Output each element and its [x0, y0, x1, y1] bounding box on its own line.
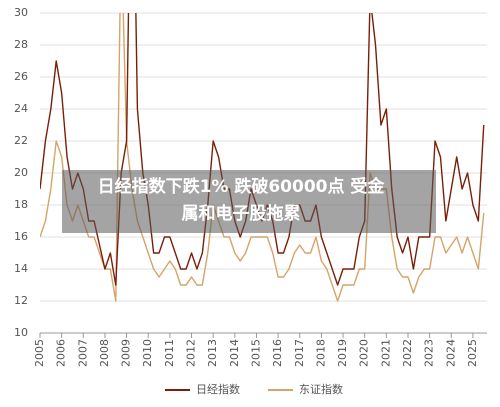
x-tick-label: 2006	[55, 339, 68, 367]
x-tick-label: 2025	[466, 339, 479, 367]
x-tick-label: 2013	[206, 339, 219, 367]
y-tick-label: 24	[14, 102, 28, 115]
x-tick-label: 2007	[76, 339, 89, 367]
line-series	[40, 13, 485, 286]
chart-title: 日经指数下跌1% 跌破60000点 受金	[98, 176, 386, 197]
legend: 日经指数 东证指数	[165, 382, 343, 396]
x-tick-label: 2005	[33, 339, 46, 367]
x-tick-label: 2014	[228, 339, 241, 367]
x-tick-label: 2018	[314, 339, 327, 367]
y-tick-label: 20	[14, 166, 28, 179]
x-tick-label: 2017	[293, 339, 306, 367]
y-tick-label: 12	[14, 294, 28, 307]
y-tick-label: 22	[14, 134, 28, 147]
legend-label: 日经指数	[196, 382, 240, 396]
legend-label: 东证指数	[299, 382, 343, 396]
x-tick-label: 2012	[185, 339, 198, 367]
y-tick-label: 14	[14, 262, 28, 275]
y-tick-label: 18	[14, 198, 28, 211]
x-tick-label: 2019	[336, 339, 349, 367]
x-tick-label: 2009	[120, 339, 133, 367]
x-tick-label: 2010	[141, 339, 154, 367]
y-tick-label: 10	[14, 326, 28, 339]
x-tick-label: 2016	[271, 339, 284, 367]
x-tick-label: 2015	[249, 339, 262, 367]
x-tick-label: 2022	[401, 339, 414, 367]
y-tick-label: 16	[14, 230, 28, 243]
x-tick-label: 2011	[163, 339, 176, 367]
title-banner	[62, 170, 436, 233]
x-tick-label: 2008	[98, 339, 111, 367]
x-tick-label: 2024	[444, 339, 457, 367]
x-tick-label: 2020	[358, 339, 371, 367]
y-tick-label: 30	[14, 6, 28, 19]
chart-title: 属和电子股拖累	[182, 203, 301, 224]
x-tick-label: 2021	[379, 339, 392, 367]
y-tick-label: 28	[14, 38, 28, 51]
x-tick-label: 2023	[423, 339, 436, 367]
y-tick-label: 26	[14, 70, 28, 83]
line-series	[40, 13, 485, 302]
